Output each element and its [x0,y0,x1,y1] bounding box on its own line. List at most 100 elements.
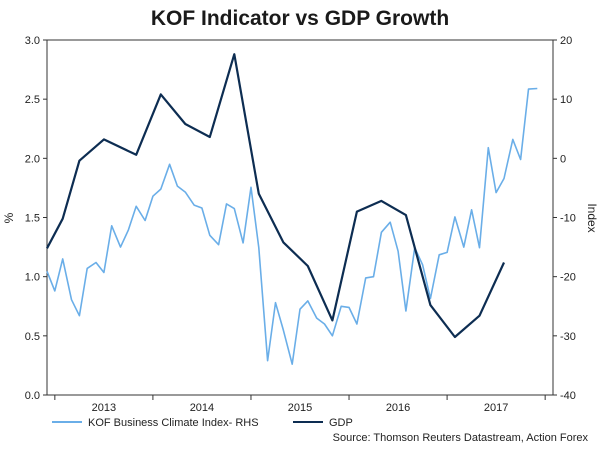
series-line-kof [46,87,538,365]
data-point-gdp [477,314,481,318]
data-point-gdp [502,260,506,264]
data-point-kof [257,246,261,250]
data-point-kof [102,271,106,275]
data-point-kof [453,215,457,219]
data-point-kof [315,316,319,320]
data-point-kof [462,245,466,249]
data-point-gdp [45,246,49,250]
data-point-kof [330,334,334,338]
data-point-kof [61,257,65,261]
data-point-kof [519,158,523,162]
data-point-gdp [102,137,106,141]
x-tick-label: 2013 [92,402,116,414]
data-point-kof [143,218,147,222]
data-point-kof [477,246,481,250]
left-tick-label: 0.0 [25,390,40,402]
data-point-kof [70,298,74,302]
data-point-gdp [257,192,261,196]
data-point-kof [470,208,474,212]
data-point-kof [94,260,98,264]
x-tick-label: 2014 [190,402,214,414]
data-point-kof [494,191,498,195]
left-axis-title: % [2,212,16,223]
data-point-kof [421,263,425,267]
data-point-kof [396,249,400,253]
left-tick-label: 2.0 [25,153,40,165]
data-point-kof [404,309,408,313]
data-point-kof [77,314,81,318]
data-point-kof [85,266,89,270]
data-point-kof [347,305,351,309]
left-tick-label: 1.0 [25,272,40,284]
data-point-kof [355,322,359,326]
data-point-gdp [134,153,138,157]
data-point-kof [364,276,368,280]
data-point-gdp [453,335,457,339]
data-point-kof [159,187,163,191]
left-tick-label: 3.0 [25,35,40,47]
data-point-kof [502,176,506,180]
left-axis: 0.0 0.5 1.0 1.5 2.0 2.5 3.0 [25,35,47,402]
series-line-gdp [46,53,505,339]
data-point-kof [372,275,376,279]
data-point-kof [379,230,383,234]
legend: KOF Business Climate Index- RHS GDP [52,417,353,429]
data-point-kof [323,322,327,326]
data-point-gdp [183,122,187,126]
data-point-gdp [355,210,359,214]
data-point-gdp [232,52,236,56]
data-point-kof [200,206,204,210]
data-point-kof [273,301,277,305]
legend-label-kof: KOF Business Climate Index- RHS [88,417,259,429]
data-point-kof [134,204,138,208]
right-tick-label: 0 [560,153,566,165]
right-tick-label: 20 [560,35,572,47]
data-point-kof [183,190,187,194]
data-point-kof [126,228,130,232]
data-point-kof [437,253,441,257]
data-point-gdp [379,199,383,203]
data-point-kof [208,233,212,237]
x-axis: 2013 2014 2015 2016 2017 [54,395,546,414]
data-point-gdp [330,318,334,322]
right-tick-label: -40 [560,390,576,402]
data-point-kof [526,87,530,91]
data-point-kof [45,269,49,273]
data-point-kof [388,220,392,224]
plot-area [46,39,554,396]
source-note: Source: Thomson Reuters Datastream, Acti… [333,432,589,444]
data-point-kof [306,299,310,303]
data-point-kof [110,224,114,228]
data-point-kof [266,359,270,363]
data-point-gdp [281,240,285,244]
data-point-gdp [208,135,212,139]
data-point-kof [249,185,253,189]
data-point-kof [217,243,221,247]
x-tick-label: 2015 [288,402,312,414]
data-point-kof [486,146,490,150]
chart-title: KOF Indicator vs GDP Growth [151,7,449,30]
data-point-kof [53,289,57,293]
right-tick-label: -20 [560,272,576,284]
data-point-gdp [428,303,432,307]
data-point-kof [339,304,343,308]
data-point-kof [281,328,285,332]
plot-border [46,39,554,396]
data-point-kof [290,362,294,366]
data-point-gdp [404,213,408,217]
data-point-kof [445,250,449,254]
series-layer [45,52,538,366]
data-point-kof [151,194,155,198]
right-tick-label: 10 [560,94,572,106]
right-axis: -40 -30 -20 -10 0 10 20 [553,35,576,402]
data-point-gdp [61,217,65,221]
data-point-kof [175,184,179,188]
data-point-kof [192,203,196,207]
data-point-kof [241,241,245,245]
right-axis-title: Index [585,203,599,232]
legend-label-gdp: GDP [329,417,353,429]
data-point-gdp [77,159,81,163]
left-tick-label: 1.5 [25,213,40,225]
data-point-kof [298,307,302,311]
